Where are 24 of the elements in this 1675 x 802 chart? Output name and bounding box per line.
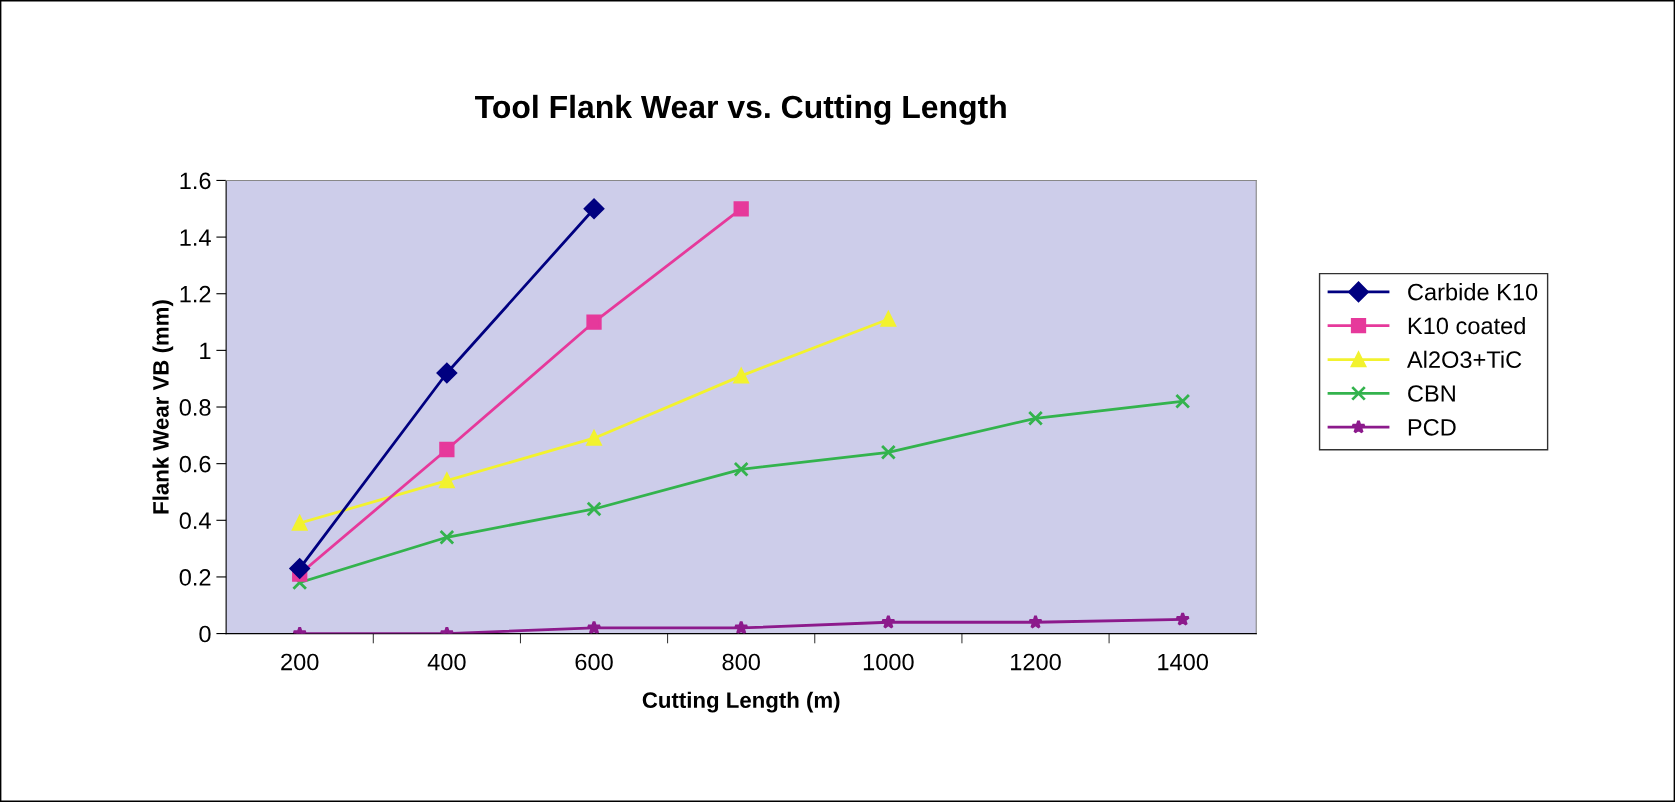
legend-label: Al2O3+TiC [1406,350,1522,369]
legend-label: PCD [1408,418,1456,436]
y-tick-label: 1.4 [180,229,211,246]
y-tick-label: 1.6 [180,172,211,190]
x-axis-title: Cutting Length (m) [642,691,840,713]
x-tick-label: 1200 [1011,653,1061,671]
x-tick-label: 200 [281,653,319,671]
y-tick-label: 0.6 [179,455,211,473]
chart-title: Tool Flank Wear vs. Cutting Length [475,94,1006,125]
x-tick-label: 400 [427,653,466,671]
y-tick-label: 0.2 [179,569,211,586]
x-tick-label: 800 [722,653,760,671]
x-tick-label: 1400 [1158,653,1209,671]
x-tick-label: 600 [575,653,613,671]
y-axis-title: Flank Wear VB (mm) [152,300,174,514]
y-tick-label: 0.8 [179,399,211,416]
y-tick-label: 1.2 [180,285,211,303]
legend-label: CBN [1408,385,1455,402]
legend-label: K10 coated [1408,316,1525,335]
legend-label: Carbide K10 [1408,283,1538,301]
y-tick-label: 0.4 [179,512,211,530]
y-tick-label: 1 [200,342,211,359]
x-tick-label: 1000 [863,653,914,671]
y-tick-label: 0 [199,625,211,643]
